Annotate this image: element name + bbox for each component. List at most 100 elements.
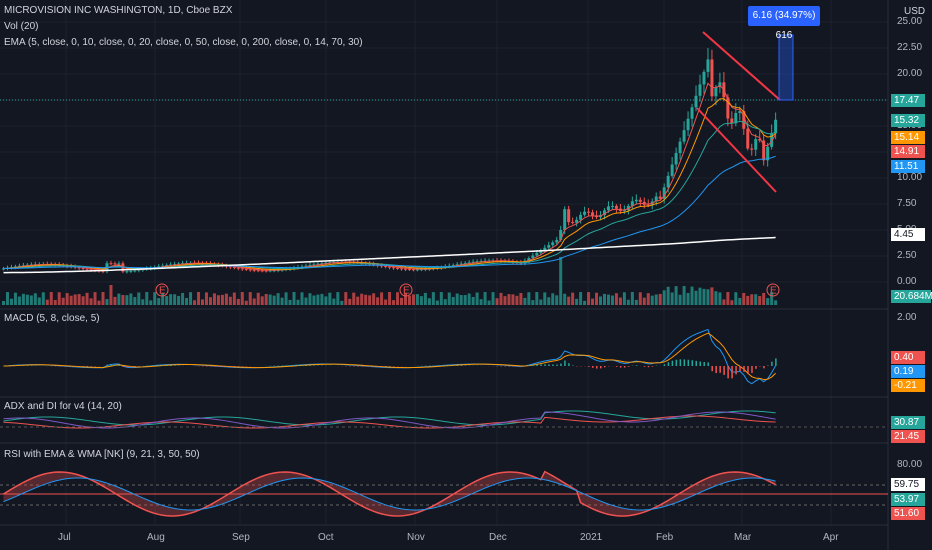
volume-bar	[722, 299, 726, 305]
volume-bar	[694, 290, 698, 305]
volume-bar	[531, 300, 535, 305]
volume-bar	[766, 298, 770, 305]
volume-bar	[726, 292, 730, 305]
x-tick-label: Oct	[318, 532, 334, 543]
volume-bar	[400, 297, 403, 305]
volume-bar	[252, 298, 256, 305]
macd-histogram-bar	[667, 362, 670, 366]
macd-histogram-bar	[755, 366, 757, 369]
volume-bar	[388, 292, 392, 305]
macd-histogram-bar	[301, 365, 303, 366]
wedge-lower-line[interactable]	[696, 107, 777, 193]
volume-bar	[272, 295, 276, 305]
candle-body	[272, 270, 276, 272]
volume-bar	[41, 292, 45, 305]
volume-bar	[81, 296, 85, 305]
candle-body	[85, 268, 89, 270]
rsi-tag: 53.97	[891, 493, 925, 506]
candle-body	[236, 267, 240, 269]
volume-bar	[61, 297, 65, 305]
volume-bar	[260, 296, 264, 305]
candle-body	[463, 262, 467, 264]
macd-histogram-bar	[719, 366, 721, 373]
x-tick-label: Mar	[734, 532, 752, 543]
volume-bar	[650, 295, 654, 305]
volume-bar	[328, 292, 332, 305]
volume-bar	[559, 257, 563, 305]
volume-bar	[427, 298, 431, 305]
volume-bar	[312, 295, 316, 305]
volume-bar	[57, 292, 61, 305]
macd-histogram-bar	[217, 366, 220, 367]
volume-bar	[161, 292, 165, 305]
volume-bar	[113, 296, 117, 305]
volume-bar	[718, 292, 722, 305]
macd-histogram-bar	[74, 366, 77, 367]
candle-body	[129, 270, 133, 272]
candle-body	[113, 263, 117, 265]
grid	[0, 0, 888, 525]
candle-body	[372, 264, 376, 266]
macd-histogram-bar	[436, 365, 439, 366]
candle-body	[25, 264, 29, 266]
volume-bar	[93, 292, 97, 305]
volume-bar	[352, 292, 356, 305]
x-tick-label: Aug	[147, 532, 165, 543]
candle-body	[758, 139, 762, 141]
vol-legend[interactable]: Vol (20)	[4, 21, 39, 32]
candle-body	[81, 267, 85, 269]
adx-panel	[0, 410, 888, 429]
price-tag: 11.51	[891, 160, 925, 173]
candle-body	[734, 112, 738, 124]
volume-bar	[177, 295, 181, 305]
candle-body	[658, 196, 662, 199]
volume-bar	[37, 297, 41, 305]
earnings-marker	[399, 283, 413, 297]
volume-bar	[770, 292, 774, 305]
candle-body	[738, 111, 742, 113]
macd-histogram-bar	[456, 365, 459, 366]
volume-bar	[201, 299, 204, 305]
price-tag: 17.47	[891, 94, 925, 107]
candle-body	[248, 269, 252, 271]
adx-tag: 30.87	[891, 416, 925, 429]
candle-body	[602, 210, 606, 216]
candle-body	[308, 264, 312, 266]
candle-body	[268, 270, 272, 272]
ema-legend[interactable]: EMA (5, close, 0, 10, close, 0, 20, clos…	[4, 37, 363, 48]
earnings-marker-label: E	[770, 286, 777, 297]
volume-bar	[224, 293, 228, 305]
macd-histogram-bar	[711, 366, 713, 372]
volume-bar	[467, 293, 471, 305]
macd-histogram-bar	[556, 364, 558, 366]
candle-body	[706, 59, 710, 72]
candle-body	[535, 252, 539, 256]
volume-bar	[618, 297, 622, 305]
macd-histogram-bar	[536, 364, 538, 366]
volume-bar	[13, 292, 17, 305]
wedge-upper-line[interactable]	[702, 31, 781, 101]
volume-bar	[216, 295, 220, 305]
candle-body	[471, 261, 475, 263]
rsi-legend[interactable]: RSI with EMA & WMA [NK] (9, 21, 3, 50, 5…	[4, 449, 200, 460]
candle-body	[109, 263, 113, 265]
measure-box[interactable]	[778, 34, 794, 101]
candle-body	[587, 211, 591, 213]
volume-bar	[228, 296, 232, 305]
candle-body	[396, 267, 400, 269]
volume-bar	[535, 292, 539, 305]
rsi-panel	[0, 470, 888, 517]
x-tick-label: Sep	[232, 532, 250, 543]
adx-legend[interactable]: ADX and DI for v4 (14, 20)	[4, 401, 122, 412]
rsi-tag: 59.75	[891, 478, 925, 491]
candle-body	[606, 206, 610, 211]
candle-body	[726, 97, 730, 119]
volume-bar	[583, 300, 587, 305]
volume-bar	[149, 300, 153, 305]
macd-histogram-bar	[623, 366, 626, 368]
x-tick-label: Nov	[407, 532, 425, 543]
volume-bar	[2, 301, 5, 305]
macd-legend[interactable]: MACD (5, 8, close, 5)	[4, 313, 100, 324]
symbol-title[interactable]: MICROVISION INC WASHINGTON, 1D, Cboe BZX	[4, 5, 233, 16]
